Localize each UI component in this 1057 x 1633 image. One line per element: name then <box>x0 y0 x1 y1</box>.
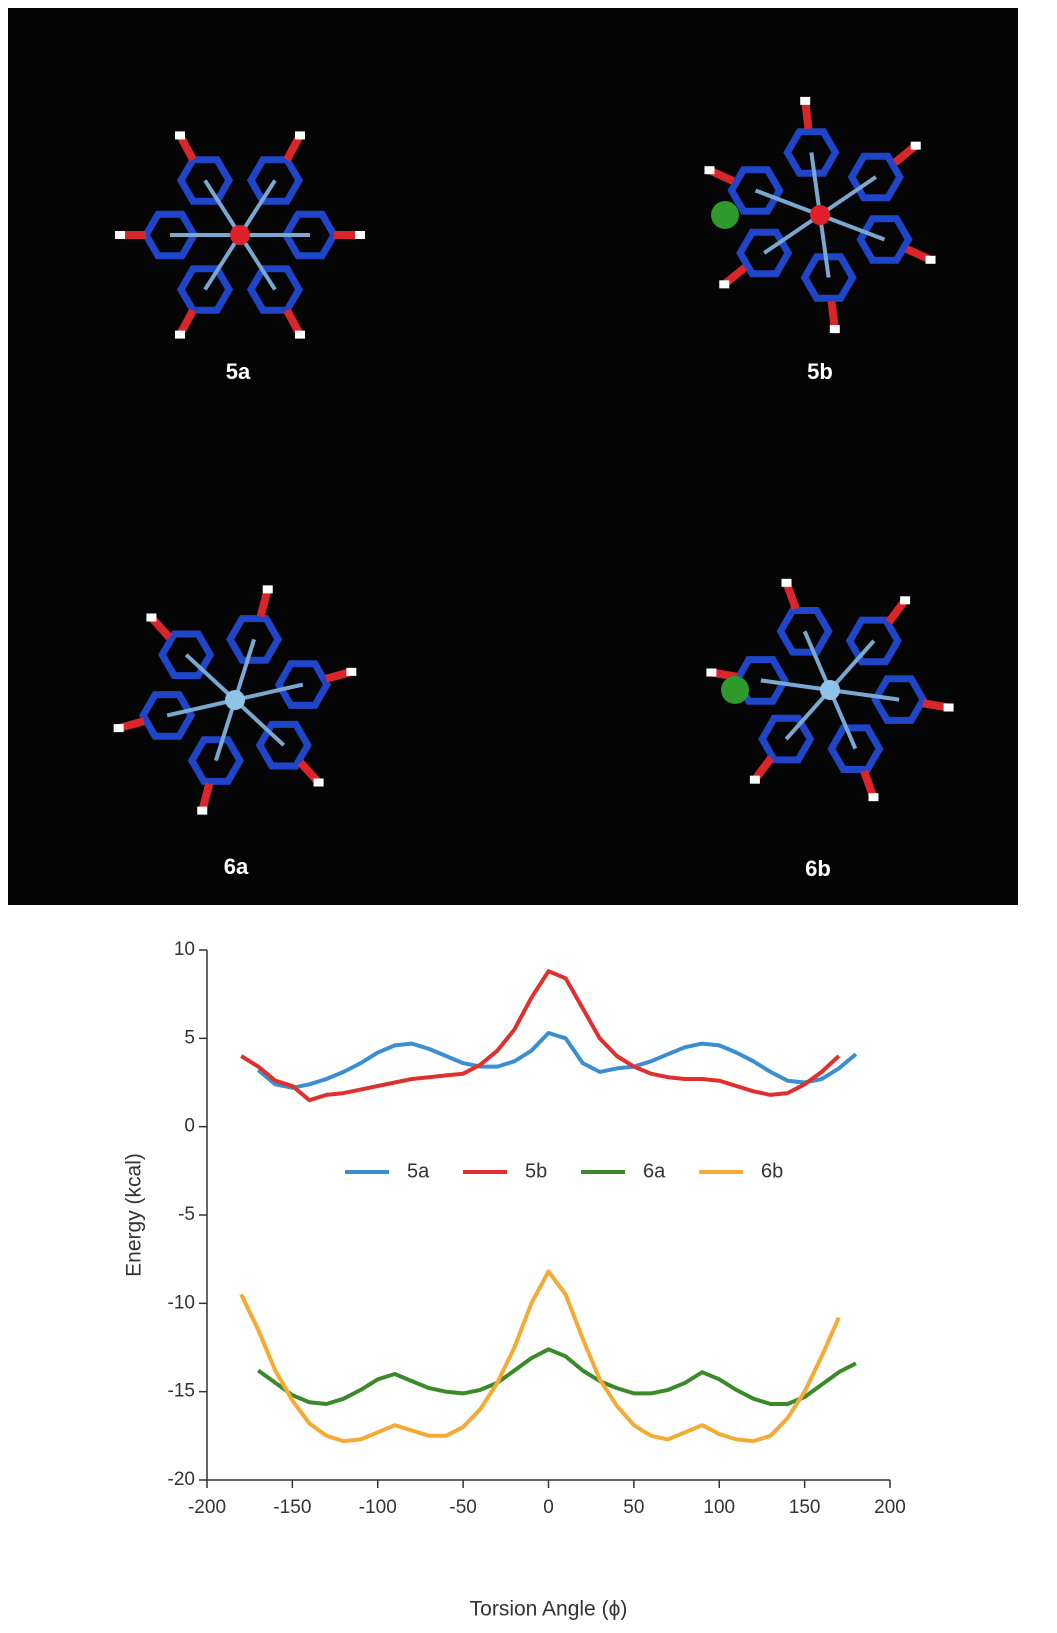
y-tick-label: 5 <box>184 1027 195 1048</box>
hydrogen <box>175 131 185 139</box>
page: 5a5b6a6b -20-15-10-50510-200-150-100-500… <box>0 0 1057 1628</box>
series-line <box>258 1033 856 1088</box>
x-tick-label: -50 <box>449 1497 476 1518</box>
hydrogen <box>114 724 124 732</box>
hydrogen <box>830 325 840 333</box>
legend-label: 5a <box>407 1160 430 1182</box>
hydrogen <box>355 231 365 239</box>
x-axis-title: Torsion Angle (ϕ) <box>470 1598 628 1621</box>
hydrogen <box>295 331 305 339</box>
hydrogen <box>800 97 810 105</box>
hydrogen <box>197 807 207 815</box>
hydrogen <box>263 585 273 593</box>
legend-label: 6a <box>643 1160 666 1182</box>
x-tick-label: 150 <box>789 1497 821 1518</box>
y-tick-label: 0 <box>184 1116 195 1137</box>
hydrogen <box>146 614 156 622</box>
x-tick-label: 100 <box>703 1497 735 1518</box>
center <box>820 680 840 700</box>
panel-label: 6a <box>224 854 249 879</box>
panel-label: 5a <box>226 359 251 384</box>
hydrogen <box>115 231 125 239</box>
hydrogen <box>346 668 356 676</box>
y-tick-label: -15 <box>168 1381 195 1402</box>
x-tick-label: 0 <box>543 1497 554 1518</box>
hydrogen <box>782 579 792 587</box>
x-tick-label: 200 <box>874 1497 906 1518</box>
legend-label: 6b <box>761 1160 783 1182</box>
halogen <box>721 676 749 704</box>
hydrogen <box>706 668 716 676</box>
hydrogen <box>944 704 954 712</box>
panel-label: 6b <box>805 856 831 881</box>
x-tick-label: -200 <box>188 1497 226 1518</box>
hydrogen <box>868 793 878 801</box>
y-tick-label: -20 <box>168 1469 195 1490</box>
hydrogen <box>719 280 729 288</box>
carboxyl <box>805 101 808 129</box>
hydrogen <box>314 778 324 786</box>
figure: 5a5b6a6b -20-15-10-50510-200-150-100-500… <box>0 0 1057 1628</box>
hydrogen <box>900 596 910 604</box>
series-line <box>241 1272 839 1442</box>
center <box>810 205 830 225</box>
hydrogen <box>911 142 921 150</box>
hydrogen <box>926 256 936 264</box>
halogen <box>711 201 739 229</box>
x-tick-label: 50 <box>623 1497 644 1518</box>
y-tick-label: -10 <box>168 1292 195 1313</box>
center <box>230 225 250 245</box>
legend-label: 5b <box>525 1160 547 1182</box>
y-tick-label: -5 <box>178 1204 195 1225</box>
y-tick-label: 10 <box>174 939 195 960</box>
x-tick-label: -150 <box>273 1497 311 1518</box>
center <box>225 690 245 710</box>
series-line <box>258 1349 856 1404</box>
hydrogen <box>175 331 185 339</box>
carboxyl <box>832 301 835 329</box>
hydrogen <box>704 166 714 174</box>
hydrogen <box>295 131 305 139</box>
hydrogen <box>750 776 760 784</box>
panel-label: 5b <box>807 359 833 384</box>
x-tick-label: -100 <box>359 1497 397 1518</box>
y-axis-title: Energy (kcal) <box>123 1153 146 1277</box>
series-line <box>241 971 839 1100</box>
